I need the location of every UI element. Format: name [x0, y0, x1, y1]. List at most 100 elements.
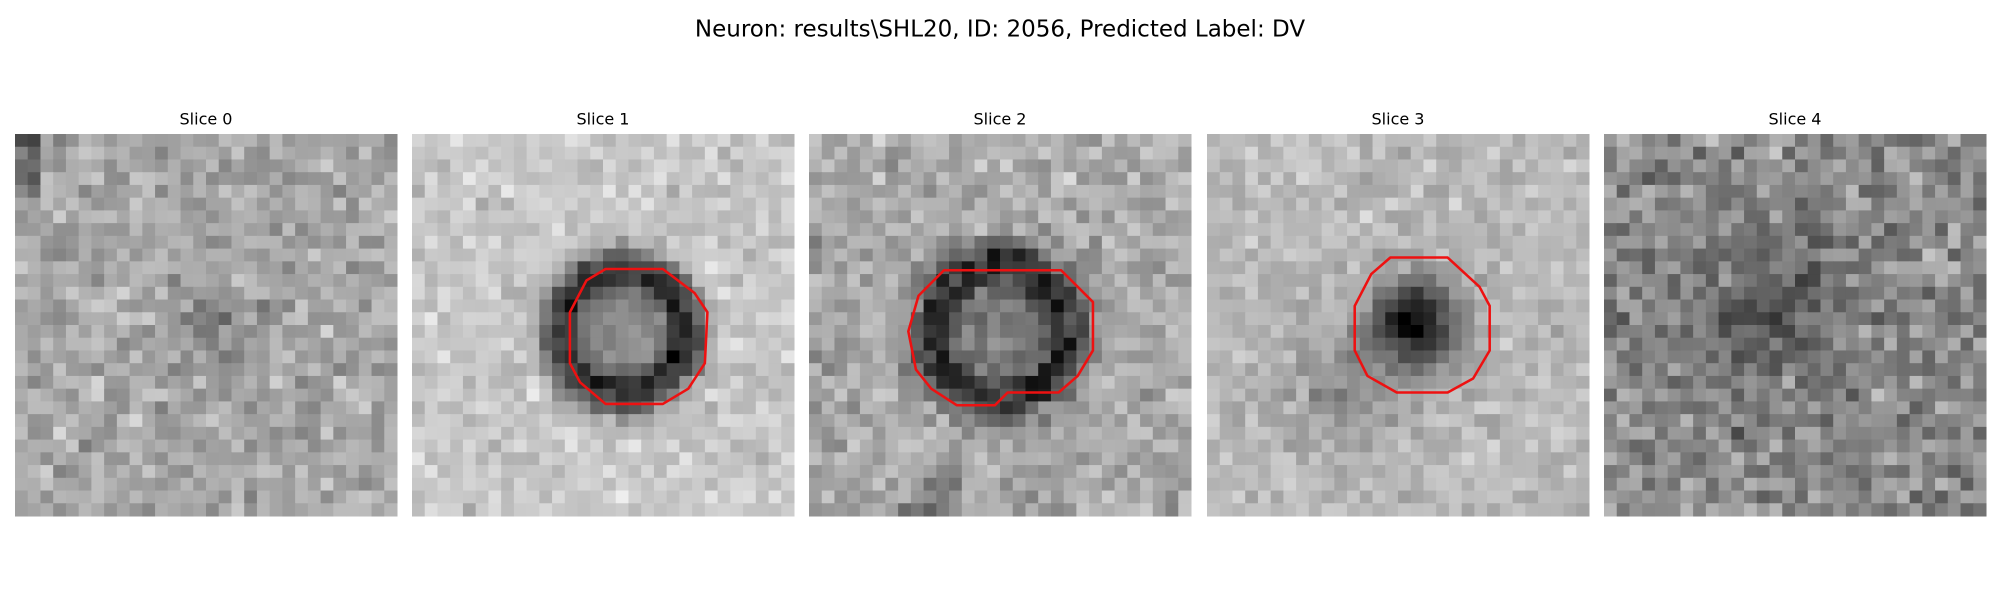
- pixel: [834, 197, 848, 211]
- pixel: [412, 159, 426, 173]
- pixel: [1283, 388, 1297, 402]
- pixel: [1165, 388, 1179, 402]
- pixel: [91, 477, 105, 492]
- pixel: [1232, 452, 1246, 466]
- pixel: [1448, 223, 1463, 237]
- pixel: [1025, 477, 1039, 492]
- pixel: [1448, 274, 1463, 288]
- pixel: [180, 134, 194, 148]
- pixel: [1178, 503, 1192, 517]
- pixel: [116, 337, 131, 351]
- pixel: [885, 286, 899, 301]
- pixel: [1512, 325, 1526, 339]
- pixel: [1629, 197, 1643, 211]
- pixel: [615, 477, 629, 492]
- pixel: [1525, 146, 1539, 160]
- pixel: [1245, 172, 1259, 186]
- pixel: [1769, 235, 1783, 250]
- pixel: [333, 452, 347, 466]
- pixel: [1947, 414, 1962, 428]
- pixel: [552, 235, 566, 250]
- pixel: [513, 490, 528, 504]
- pixel: [1744, 426, 1758, 441]
- pixel: [1114, 261, 1128, 275]
- pixel: [1474, 312, 1488, 326]
- pixel: [910, 414, 925, 428]
- pixel: [193, 465, 207, 479]
- pixel: [743, 210, 757, 224]
- pixel: [384, 159, 398, 173]
- pixel: [155, 312, 169, 326]
- pixel: [847, 388, 861, 402]
- pixel: [666, 172, 680, 186]
- pixel: [898, 465, 912, 479]
- pixel: [1935, 235, 1949, 250]
- pixel: [1909, 197, 1923, 211]
- pixel: [1512, 414, 1526, 428]
- pixel: [1935, 337, 1949, 351]
- pixel: [53, 274, 67, 288]
- pixel: [1076, 452, 1090, 466]
- pixel: [1050, 159, 1065, 173]
- pixel: [628, 134, 642, 148]
- pixel: [1807, 426, 1821, 441]
- pixel: [1089, 325, 1103, 339]
- pixel: [1050, 452, 1065, 466]
- pixel: [53, 197, 67, 211]
- pixel: [590, 363, 604, 377]
- pixel: [898, 210, 912, 224]
- pixel: [206, 197, 220, 211]
- pixel: [666, 477, 680, 492]
- pixel: [358, 465, 373, 479]
- pixel: [666, 312, 680, 326]
- pixel: [1245, 452, 1259, 466]
- pixel: [307, 235, 322, 250]
- pixel: [488, 248, 502, 262]
- pixel: [320, 184, 334, 199]
- pixel: [910, 401, 925, 415]
- pixel: [1270, 350, 1284, 364]
- pixel: [231, 325, 245, 339]
- pixel: [1385, 375, 1399, 390]
- pixel: [180, 426, 194, 441]
- pixel: [898, 223, 912, 237]
- pixel: [501, 172, 515, 186]
- pixel: [244, 184, 258, 199]
- pixel: [1245, 146, 1259, 160]
- pixel: [1436, 197, 1450, 211]
- pixel: [692, 261, 706, 275]
- pixel: [615, 299, 629, 313]
- pixel: [781, 184, 795, 199]
- pixel: [27, 210, 41, 224]
- pixel: [320, 439, 334, 453]
- pixel: [1038, 388, 1052, 402]
- pixel: [307, 261, 322, 275]
- pixel: [91, 248, 105, 262]
- pixel: [1973, 134, 1987, 148]
- pixel: [1101, 350, 1116, 364]
- pixel: [346, 210, 360, 224]
- pixel: [987, 235, 1001, 250]
- pixel: [730, 248, 744, 262]
- pixel: [1973, 439, 1987, 453]
- pixel: [692, 184, 706, 199]
- pixel: [1693, 337, 1707, 351]
- pixel: [1896, 375, 1911, 390]
- pixel: [1499, 172, 1514, 186]
- pixel: [1321, 465, 1335, 479]
- pixel: [1436, 261, 1450, 275]
- pixel: [1563, 337, 1577, 351]
- pixel: [231, 426, 245, 441]
- pixel: [1550, 388, 1565, 402]
- pixel: [590, 439, 604, 453]
- pixel: [1372, 503, 1386, 517]
- pixel: [923, 503, 937, 517]
- pixel: [526, 184, 540, 199]
- pixel: [371, 477, 385, 492]
- pixel: [936, 172, 950, 186]
- pixel: [552, 197, 566, 211]
- pixel: [961, 210, 976, 224]
- pixel: [256, 426, 271, 441]
- pixel: [27, 197, 41, 211]
- pixel: [1871, 159, 1885, 173]
